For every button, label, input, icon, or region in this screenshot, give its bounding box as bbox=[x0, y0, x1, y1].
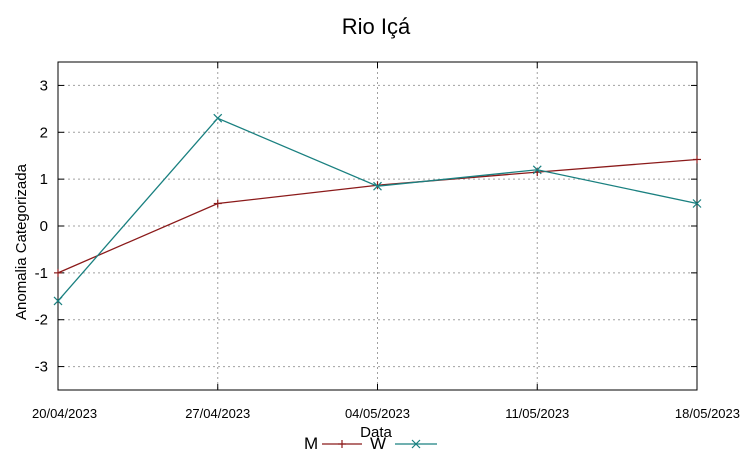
x-axis-label: Data bbox=[360, 424, 392, 441]
y-tick-label: 3 bbox=[40, 77, 48, 94]
series-w bbox=[53, 113, 702, 306]
y-tick-label: -3 bbox=[35, 359, 48, 376]
x-tick-label: 11/05/2023 bbox=[505, 406, 569, 421]
x-tick-label: 04/05/2023 bbox=[345, 406, 410, 421]
legend-label-m: M bbox=[304, 434, 318, 453]
series bbox=[53, 113, 702, 306]
series-m-point bbox=[54, 268, 62, 277]
y-tick-label: 0 bbox=[40, 218, 48, 235]
series-m-line bbox=[57, 158, 698, 274]
y-axis-label: Anomalia Categorizada bbox=[13, 163, 30, 320]
series-m-point bbox=[213, 199, 222, 208]
y-axis: -3 -2 -1 0 1 2 3 bbox=[35, 77, 697, 376]
legend-marker-w bbox=[411, 439, 421, 449]
series-w-point bbox=[373, 181, 382, 191]
x-tick-label: 18/05/2023 bbox=[675, 406, 740, 421]
y-tick-label: -2 bbox=[35, 312, 48, 329]
series-w-point bbox=[53, 296, 63, 306]
y-tick-label: 1 bbox=[40, 171, 48, 188]
x-axis: 20/04/2023 27/04/2023 04/05/2023 11/05/2023… bbox=[32, 62, 740, 421]
series-w-point bbox=[692, 199, 702, 208]
y-tick-label: 2 bbox=[40, 124, 48, 141]
series-m-point bbox=[693, 155, 701, 164]
series-w-point bbox=[532, 165, 542, 175]
chart-title: Rio Içá bbox=[342, 14, 411, 39]
y-tick-label: -1 bbox=[35, 265, 48, 282]
legend-marker-m bbox=[338, 440, 346, 448]
legend-label-w: W bbox=[370, 434, 386, 453]
grid-lines bbox=[58, 62, 697, 390]
x-tick-label: 27/04/2023 bbox=[185, 406, 250, 421]
x-tick-label: 20/04/2023 bbox=[32, 406, 97, 421]
series-w-point bbox=[213, 113, 223, 123]
